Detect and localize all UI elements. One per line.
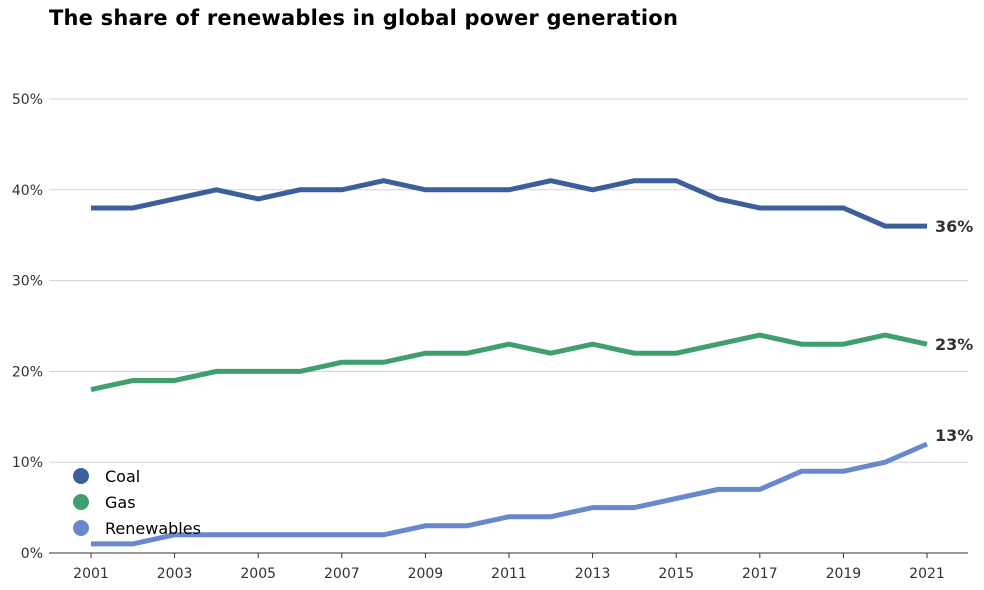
x-tick-label: 2009 bbox=[408, 566, 444, 582]
legend-label: Renewables bbox=[105, 519, 201, 538]
x-tick-label: 2015 bbox=[658, 566, 694, 582]
end-label-coal: 36% bbox=[935, 217, 973, 236]
series-line-renewables bbox=[91, 441, 928, 547]
end-labels: 36% 23% 13% bbox=[935, 217, 973, 445]
legend-label: Coal bbox=[105, 467, 140, 486]
legend-item-renewables: Renewables bbox=[73, 519, 201, 538]
x-tick-label: 2011 bbox=[491, 566, 527, 582]
series-line-gas bbox=[90, 332, 928, 393]
y-tick-label: 30% bbox=[12, 274, 43, 290]
legend-marker-icon bbox=[73, 494, 89, 510]
legend-marker-icon bbox=[73, 468, 89, 484]
x-tick-label: 2003 bbox=[157, 566, 193, 582]
x-tick-label: 2017 bbox=[742, 566, 778, 582]
y-axis-ticks: 0% 10% 20% 30% 40% 50% bbox=[12, 92, 43, 562]
end-label-renewables: 13% bbox=[935, 426, 973, 445]
y-tick-label: 0% bbox=[21, 546, 43, 562]
x-tick-label: 2005 bbox=[240, 566, 276, 582]
x-tick-label: 2007 bbox=[324, 566, 360, 582]
y-tick-label: 40% bbox=[12, 183, 43, 199]
y-tick-label: 50% bbox=[12, 92, 43, 108]
legend-marker-icon bbox=[73, 520, 89, 536]
x-axis: 2001 2003 2005 2007 2009 2011 2013 2015 2017 2019… bbox=[49, 552, 968, 582]
x-tick-label: 2013 bbox=[575, 566, 611, 582]
y-tick-label: 10% bbox=[12, 455, 43, 471]
legend: Coal Gas Renewables bbox=[73, 467, 201, 538]
y-tick-label: 20% bbox=[12, 364, 43, 380]
series-line-coal bbox=[91, 178, 927, 229]
x-tick-label: 2001 bbox=[73, 566, 109, 582]
legend-item-coal: Coal bbox=[73, 467, 140, 486]
series-lines bbox=[90, 178, 928, 547]
x-tick-label: 2019 bbox=[826, 566, 862, 582]
end-label-gas: 23% bbox=[935, 335, 973, 354]
gridlines bbox=[49, 98, 968, 463]
x-tick-label: 2021 bbox=[909, 566, 945, 582]
chart-title: The share of renewables in global power … bbox=[49, 6, 679, 30]
legend-item-gas: Gas bbox=[73, 493, 136, 512]
legend-label: Gas bbox=[105, 493, 136, 512]
